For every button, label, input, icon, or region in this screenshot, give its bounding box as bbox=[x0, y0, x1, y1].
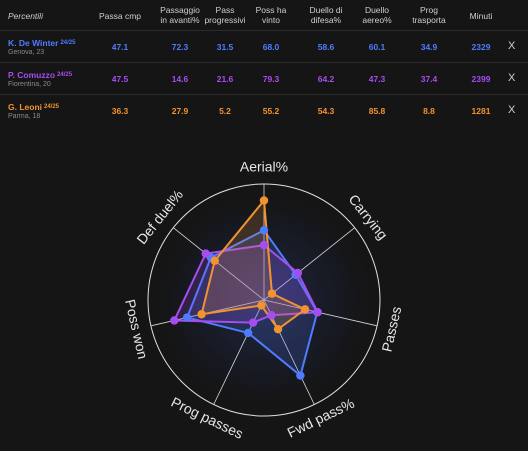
radar-point bbox=[259, 240, 269, 250]
radar-point bbox=[257, 301, 266, 310]
radar-point bbox=[300, 305, 310, 314]
value-pass-progressivi: 21.6 bbox=[216, 74, 234, 84]
radar-point bbox=[248, 318, 258, 327]
radar-spoke bbox=[173, 227, 265, 301]
player-name[interactable]: P. Comuzzo 24/25 bbox=[8, 70, 73, 80]
header-duello-difesa[interactable]: Duello di difesa% bbox=[309, 5, 343, 25]
value-minuti: 2399 bbox=[471, 74, 491, 84]
table-row: P. Comuzzo 24/25 Fiorentina, 20 47.5 14.6… bbox=[0, 62, 528, 95]
radar-axis-label: Aerial% bbox=[240, 159, 288, 175]
header-minuti[interactable]: Minuti bbox=[469, 11, 493, 21]
remove-player-button[interactable]: X bbox=[508, 40, 516, 52]
radar-spoke bbox=[213, 299, 265, 405]
value-poss-ha-vinto: 68.0 bbox=[262, 42, 280, 52]
header-prog-trasporta[interactable]: Prog trasporta bbox=[412, 5, 446, 25]
player-name[interactable]: K. De Winter 24/25 bbox=[8, 38, 76, 48]
value-minuti: 2329 bbox=[471, 42, 491, 52]
value-duello-aereo: 47.3 bbox=[368, 74, 386, 84]
radar-point bbox=[197, 310, 206, 319]
radar-point bbox=[170, 316, 179, 325]
value-prog-trasporta: 8.8 bbox=[423, 106, 435, 116]
radar-axis-label: Passes bbox=[379, 305, 405, 353]
value-prog-trasporta: 34.9 bbox=[420, 42, 438, 52]
radar-point bbox=[267, 289, 277, 298]
radar-point bbox=[259, 196, 269, 205]
value-passaggio-avanti: 27.9 bbox=[171, 106, 189, 116]
header-percentili: Percentili bbox=[8, 11, 43, 21]
header-poss-ha-vinto[interactable]: Poss ha vinto bbox=[255, 5, 287, 25]
table-row: G. Leoni 24/25 Parma, 18 36.3 27.9 5.2 55… bbox=[0, 94, 528, 127]
player-club-age: Parma, 18 bbox=[8, 113, 41, 120]
radar-point bbox=[201, 249, 210, 258]
value-passa-cmp: 47.5 bbox=[111, 74, 129, 84]
radar-point bbox=[267, 311, 276, 320]
player-name[interactable]: G. Leoni 24/25 bbox=[8, 102, 60, 112]
radar-point bbox=[293, 268, 303, 278]
remove-player-button[interactable]: X bbox=[508, 104, 516, 116]
table-header: Percentili Passa cmp Passaggio in avanti… bbox=[0, 0, 528, 30]
value-prog-trasporta: 37.4 bbox=[420, 74, 438, 84]
value-passa-cmp: 47.1 bbox=[111, 42, 129, 52]
value-poss-ha-vinto: 55.2 bbox=[262, 106, 280, 116]
header-passaggio-avanti[interactable]: Passaggio in avanti% bbox=[160, 5, 200, 25]
header-pass-progressivi[interactable]: Pass progressivi bbox=[204, 5, 246, 25]
player-club-age: Fiorentina, 20 bbox=[8, 81, 51, 88]
value-poss-ha-vinto: 79.3 bbox=[262, 74, 280, 84]
radar-point bbox=[182, 313, 192, 322]
header-passa-cmp[interactable]: Passa cmp bbox=[98, 11, 142, 21]
value-duello-difesa: 54.3 bbox=[317, 106, 335, 116]
percentile-table: Percentili Passa cmp Passaggio in avanti… bbox=[0, 0, 528, 126]
radar-point bbox=[243, 328, 253, 338]
value-duello-difesa: 64.2 bbox=[317, 74, 335, 84]
radar-point bbox=[296, 371, 305, 380]
player-club-age: Genova, 23 bbox=[8, 49, 45, 56]
value-passa-cmp: 36.3 bbox=[111, 106, 129, 116]
radar-spoke bbox=[263, 227, 355, 301]
table-row: K. De Winter 24/25 Genova, 23 47.1 72.3 3… bbox=[0, 30, 528, 63]
radar-point bbox=[313, 308, 322, 317]
value-pass-progressivi: 5.2 bbox=[219, 106, 231, 116]
value-minuti: 1281 bbox=[471, 106, 491, 116]
value-passaggio-avanti: 72.3 bbox=[171, 42, 189, 52]
radar-point bbox=[210, 256, 219, 265]
value-duello-aereo: 60.1 bbox=[368, 42, 386, 52]
header-duello-aereo[interactable]: Duello aereo% bbox=[362, 5, 392, 25]
value-duello-difesa: 58.6 bbox=[317, 42, 335, 52]
value-pass-progressivi: 31.5 bbox=[216, 42, 234, 52]
radar-point bbox=[259, 226, 269, 235]
remove-player-button[interactable]: X bbox=[508, 72, 516, 84]
value-passaggio-avanti: 14.6 bbox=[171, 74, 189, 84]
radar-axis-label: Poss won bbox=[122, 298, 151, 361]
value-duello-aereo: 85.8 bbox=[368, 106, 386, 116]
radar-series-area bbox=[186, 229, 319, 377]
radar-point bbox=[273, 324, 283, 334]
radar-series-area bbox=[173, 244, 319, 324]
